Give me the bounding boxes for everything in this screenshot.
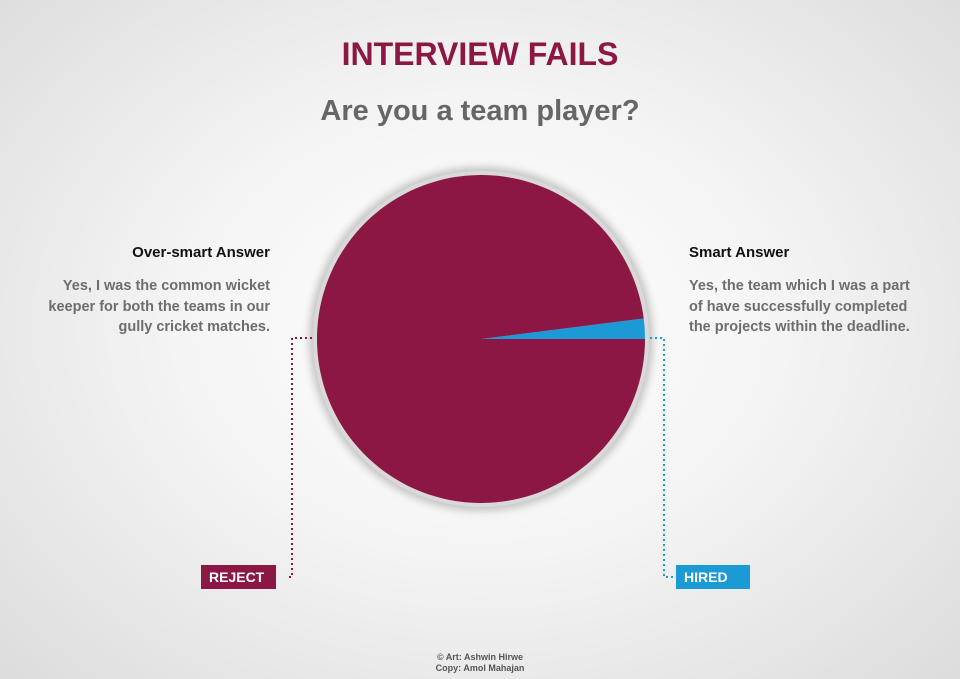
reject-connector-line — [286, 337, 312, 578]
smart-answer-text: Yes, the team which I was a part of have… — [689, 276, 929, 338]
smart-line-2: of have successfully completed — [689, 298, 908, 315]
smart-heading: Smart Answer — [689, 244, 790, 261]
pie-slice-hired — [481, 318, 645, 339]
over-smart-line-2: keeper for both the teams in our — [48, 298, 270, 315]
page-subtitle: Are you a team player? — [320, 95, 640, 127]
pie-slice-reject — [316, 175, 645, 504]
smart-line-1: Yes, the team which I was a part — [689, 278, 910, 294]
over-smart-line-1: Yes, I was the common wicket — [62, 278, 270, 294]
reject-badge: REJECT — [201, 565, 276, 589]
hired-connector-line — [650, 337, 676, 578]
copy-credit: Copy: Amol Mahajan — [435, 663, 525, 673]
pie-slices — [316, 175, 645, 504]
art-credit: © Art: Ashwin Hirwe — [437, 652, 523, 662]
hired-badge: HIRED — [676, 565, 750, 589]
smart-line-3: the projects within the deadline. — [689, 319, 910, 335]
over-smart-answer-text: Yes, I was the common wicket keeper for … — [30, 276, 270, 338]
credits: © Art: Ashwin Hirwe Copy: Amol Mahajan — [0, 652, 960, 674]
over-smart-line-3: gully cricket matches. — [118, 319, 270, 335]
over-smart-heading: Over-smart Answer — [132, 244, 270, 261]
page-title: INTERVIEW FAILS — [341, 36, 619, 72]
